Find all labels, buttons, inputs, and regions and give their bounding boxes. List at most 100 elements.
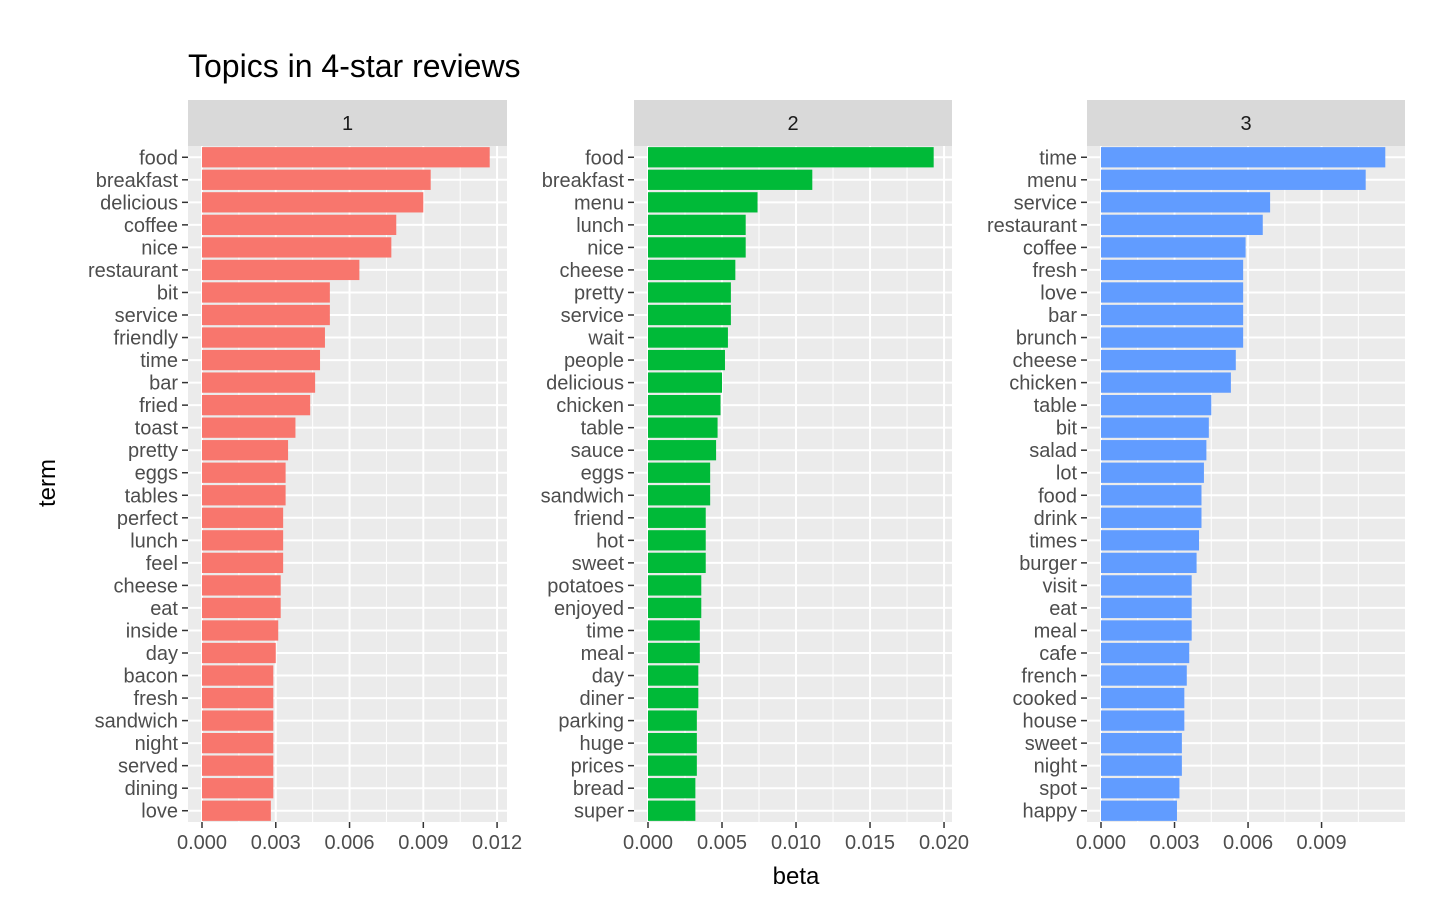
y-tick-label: perfect [117,508,179,530]
y-tick-label: restaurant [88,260,178,282]
y-tick-label: bacon [124,666,179,688]
bar [648,440,717,461]
bar [202,530,284,551]
bar [202,372,316,393]
facet-panels: 1foodbreakfastdeliciouscoffeenicerestaur… [88,100,1405,854]
bar [202,327,325,348]
y-tick-label: meal [581,643,624,665]
bar [1101,800,1177,821]
y-tick-label: coffee [1023,237,1077,259]
bar [1101,620,1192,641]
bar [202,485,286,506]
facet-strip-label: 3 [1240,113,1251,135]
bar [648,485,711,506]
y-tick-label: happy [1023,801,1078,823]
y-tick-label: delicious [546,373,624,395]
bar [1101,282,1244,303]
bar [648,687,699,709]
facet-panel-3: 3 timemenuservicerestaurantcoffeefreshlov… [987,100,1405,854]
bar [202,192,424,213]
y-tick-label: tables [125,485,178,507]
bar [1101,259,1244,281]
y-tick-label: parking [558,711,624,733]
bar [1101,778,1180,799]
panel-background [1087,146,1405,822]
y-tick-label: sauce [571,440,624,462]
bar [648,507,706,528]
y-tick-label: table [1034,395,1077,417]
bar [1101,710,1185,731]
y-tick-label: eat [1049,598,1077,620]
y-tick-label: service [115,305,178,327]
bar [1101,349,1236,371]
bar [648,530,706,551]
y-axis-title: term [34,459,61,507]
bar [202,665,274,686]
y-tick-label: restaurant [987,215,1077,237]
bar [202,214,397,236]
x-tick-label: 0.020 [919,832,969,854]
y-tick-label: eggs [581,463,624,485]
y-tick-label: bit [1056,418,1078,440]
bar [202,417,296,438]
y-tick-label: cheese [1013,350,1078,372]
bar [1101,192,1271,213]
x-tick-label: 0.003 [251,832,301,854]
y-tick-label: food [1038,485,1077,507]
bar [202,778,274,799]
bar [1101,394,1212,416]
y-tick-label: eggs [135,463,178,485]
y-tick-label: coffee [124,215,178,237]
y-tick-label: burger [1019,553,1077,575]
bar [202,642,276,664]
y-tick-label: menu [1027,170,1077,192]
y-tick-label: enjoyed [554,598,624,620]
bar [202,237,392,258]
y-tick-label: bread [573,778,624,800]
bar [1101,665,1187,686]
bar [648,665,699,686]
bar [648,575,702,596]
bar [1101,575,1192,596]
y-tick-label: friendly [114,328,178,350]
y-tick-label: inside [126,620,178,642]
bar [648,349,725,371]
y-tick-label: dining [125,778,178,800]
x-tick-label: 0.012 [472,832,522,854]
y-tick-label: day [592,666,624,688]
y-tick-label: super [574,801,624,823]
y-tick-label: times [1029,530,1077,552]
bar [648,417,718,438]
y-tick-label: eat [150,598,178,620]
y-tick-label: lunch [576,215,624,237]
x-tick-label: 0.000 [1076,832,1126,854]
y-tick-label: cheese [560,260,625,282]
y-tick-label: menu [574,192,624,214]
y-tick-label: chicken [556,395,624,417]
x-tick-label: 0.003 [1149,832,1199,854]
y-tick-label: day [146,643,178,665]
bar [202,507,284,528]
y-tick-label: cafe [1039,643,1077,665]
y-tick-label: huge [580,733,625,755]
y-tick-label: toast [135,418,179,440]
facet-strip [188,100,507,146]
bar [648,552,706,574]
x-tick-label: 0.015 [845,832,895,854]
y-tick-label: table [581,418,624,440]
panel-background [188,146,507,822]
bar [648,642,700,664]
bar [202,552,284,574]
y-tick-label: time [140,350,178,372]
bar [648,372,723,393]
bar [648,237,746,258]
bar [1101,485,1202,506]
y-tick-label: time [1039,147,1077,169]
bar [202,597,281,619]
bar [1101,507,1202,528]
bar [1101,372,1231,393]
bar [202,575,281,596]
y-tick-label: sandwich [95,711,178,733]
facet-strip [634,100,952,146]
